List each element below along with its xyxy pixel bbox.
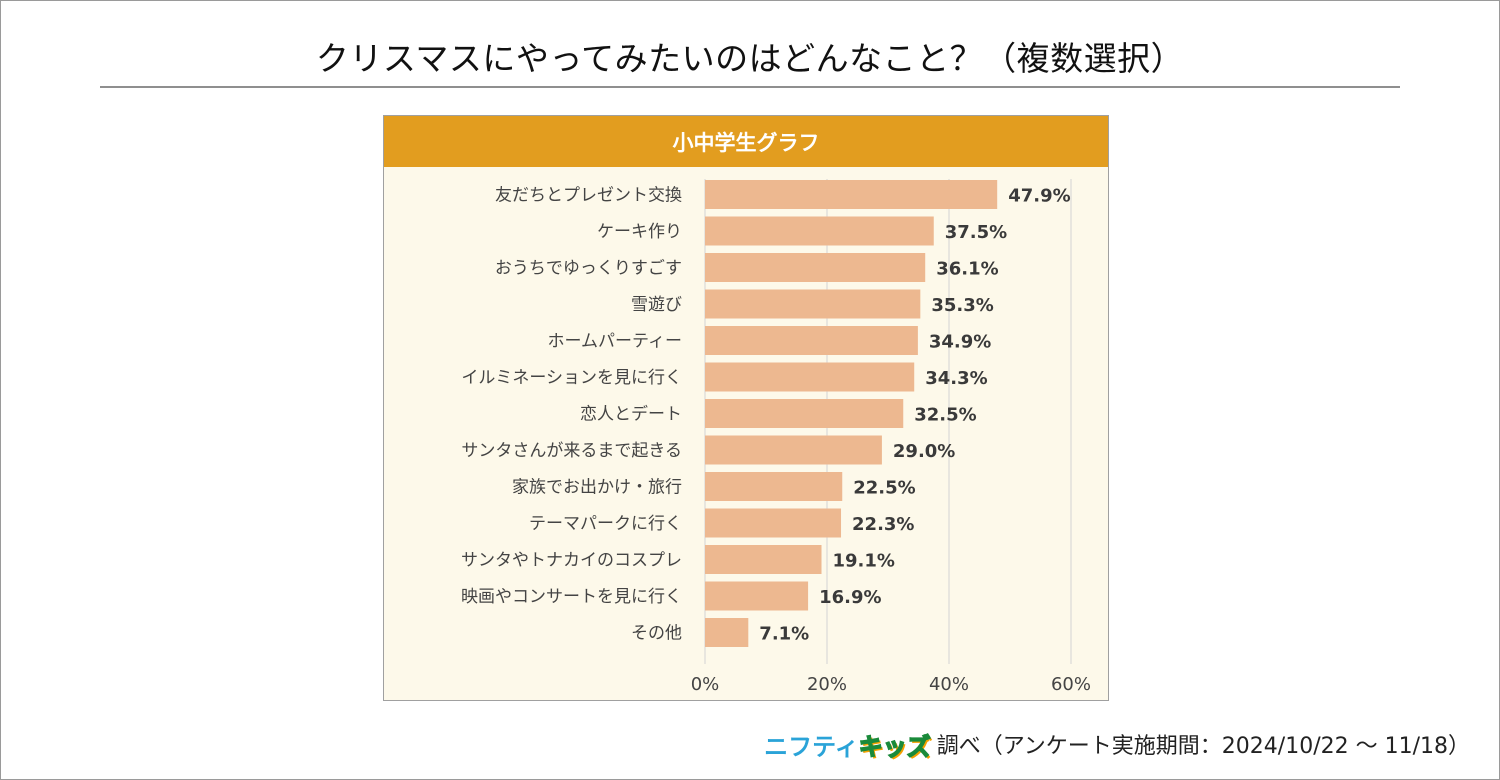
category-label: ケーキ作り (597, 222, 682, 242)
chart-title: 小中学生グラフ (384, 116, 1108, 167)
x-tick-label: 40% (929, 674, 969, 695)
bar (705, 581, 809, 611)
x-tick-label: 60% (1051, 674, 1091, 695)
category-label: 映画やコンサートを見に行く (461, 587, 682, 607)
bar (705, 545, 822, 574)
category-label: 恋人とデート (580, 404, 682, 425)
brand-logo-part2: キッズ (858, 732, 932, 762)
title-divider (100, 86, 1400, 88)
bar (705, 216, 934, 246)
category-label: ホームパーティー (548, 332, 682, 352)
brand-logo-part1: ニフティ (764, 732, 859, 761)
category-label: 友だちとプレゼント交換 (495, 186, 682, 206)
bar (705, 362, 915, 392)
data-label: 34.3% (925, 368, 987, 389)
bar (705, 326, 918, 355)
data-label: 35.3% (931, 295, 993, 316)
category-label: サンタやトナカイのコスプレ (461, 551, 682, 571)
x-tick-label: 0% (691, 674, 720, 695)
bar (705, 618, 749, 647)
data-label: 16.9% (819, 587, 881, 608)
data-label: 47.9% (1008, 186, 1070, 207)
bar (705, 180, 998, 209)
data-label: 19.1% (833, 551, 895, 572)
data-label: 37.5% (945, 222, 1007, 243)
brand-logo: ニフティキッズ (764, 727, 931, 762)
data-label: 34.9% (929, 332, 991, 353)
page-title: クリスマスにやってみたいのはどんなこと？（複数選択） (315, 39, 1185, 78)
data-label: 22.5% (853, 478, 915, 499)
data-label: 22.3% (852, 514, 914, 535)
bar-chart: 0% 20% 40% 60% 友だちとプレゼント交換 47.9% ケーキ作り 37.5% おうち… (461, 179, 1091, 695)
category-label: その他 (631, 624, 682, 644)
bar (705, 289, 921, 319)
category-label: サンタさんが来るまで起きる (461, 441, 682, 461)
bar (705, 253, 926, 282)
category-label: 雪遊び (631, 295, 682, 315)
bar (705, 508, 842, 538)
source-note: 調べ（アンケート実施期間：2024/10/22 ～ 11/18） (936, 734, 1470, 759)
category-label: おうちでゆっくりすごす (495, 259, 682, 279)
category-label: テーマパークに行く (529, 514, 682, 534)
bar (705, 435, 882, 465)
data-label: 32.5% (914, 405, 976, 426)
category-label: イルミネーションを見に行く (461, 368, 682, 388)
data-label: 7.1% (759, 624, 809, 645)
bar (705, 399, 904, 428)
data-label: 36.1% (936, 259, 998, 280)
data-label: 29.0% (893, 441, 955, 462)
x-tick-label: 20% (807, 674, 847, 695)
chart-panel: 小中学生グラフ 0% 20% 40% 60% 友だちとプレゼント交換 47.9% ケーキ作り… (383, 115, 1109, 701)
bar (705, 472, 843, 501)
source-footer: ニフティキッズ 調べ（アンケート実施期間：2024/10/22 ～ 11/18） (764, 727, 1470, 762)
category-label: 家族でお出かけ・旅行 (512, 478, 682, 498)
